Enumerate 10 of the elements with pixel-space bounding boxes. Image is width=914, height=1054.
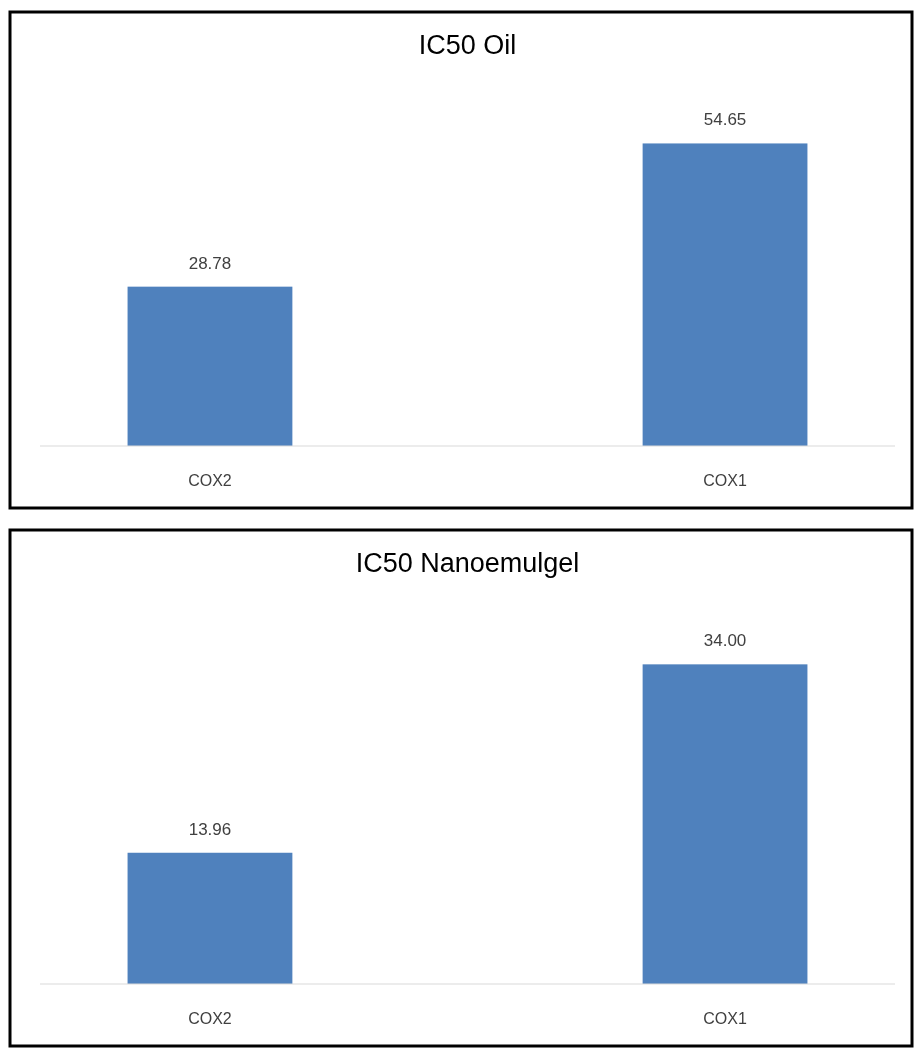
x-tick-label: COX1 <box>703 472 747 489</box>
chart-title: IC50 Nanoemulgel <box>355 548 580 578</box>
x-tick-label: COX2 <box>188 1010 232 1027</box>
data-label: 54.65 <box>703 110 747 130</box>
x-tick-label: COX2 <box>188 472 232 489</box>
data-label: 28.78 <box>188 253 232 273</box>
x-tick-label: COX1 <box>703 1010 747 1027</box>
chart-title: IC50 Oil <box>418 30 517 60</box>
data-label: 34.00 <box>703 631 747 651</box>
data-label: 13.96 <box>188 819 232 839</box>
